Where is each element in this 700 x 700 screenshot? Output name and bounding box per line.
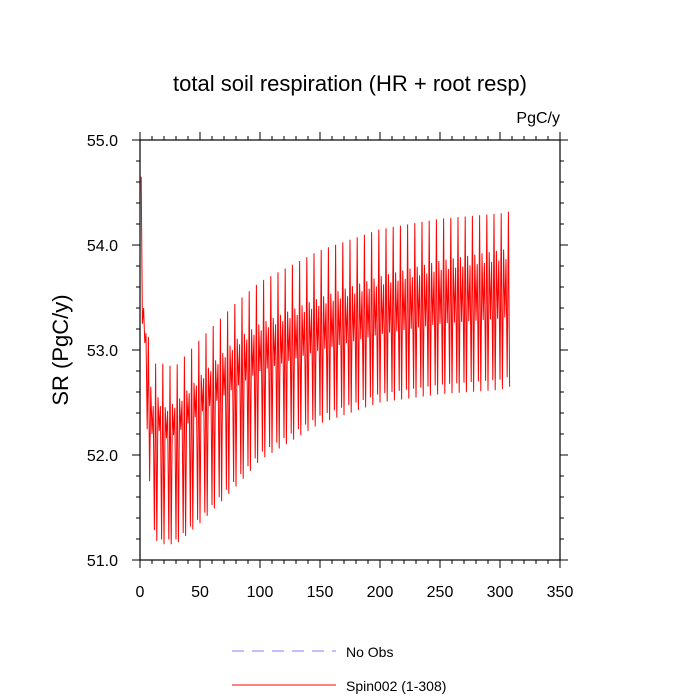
plot-frame xyxy=(139,139,561,561)
y-tick-label: 51.0 xyxy=(87,553,118,570)
units-label: PgC/y xyxy=(516,110,560,127)
x-tick-label: 300 xyxy=(487,584,514,601)
x-tick-label: 0 xyxy=(136,584,145,601)
x-tick-label: 150 xyxy=(307,584,334,601)
legend: No Obs Spin002 (1-308) xyxy=(232,644,446,694)
series-line-spin002 xyxy=(140,176,511,545)
x-tick-label: 200 xyxy=(367,584,394,601)
y-axis-label: SR (PgC/y) xyxy=(48,294,73,405)
y-tick-label: 53.0 xyxy=(87,343,118,360)
x-tick-label: 350 xyxy=(547,584,574,601)
x-tick-label: 50 xyxy=(191,584,209,601)
legend-label-no-obs: No Obs xyxy=(346,644,393,660)
x-tick-label: 100 xyxy=(247,584,274,601)
y-tick-label: 54.0 xyxy=(87,238,118,255)
x-tick-label: 250 xyxy=(427,584,454,601)
chart-title: total soil respiration (HR + root resp) xyxy=(173,71,527,96)
y-tick-label: 52.0 xyxy=(87,448,118,465)
legend-label-spin002: Spin002 (1-308) xyxy=(346,678,446,694)
y-tick-label: 55.0 xyxy=(87,133,118,150)
